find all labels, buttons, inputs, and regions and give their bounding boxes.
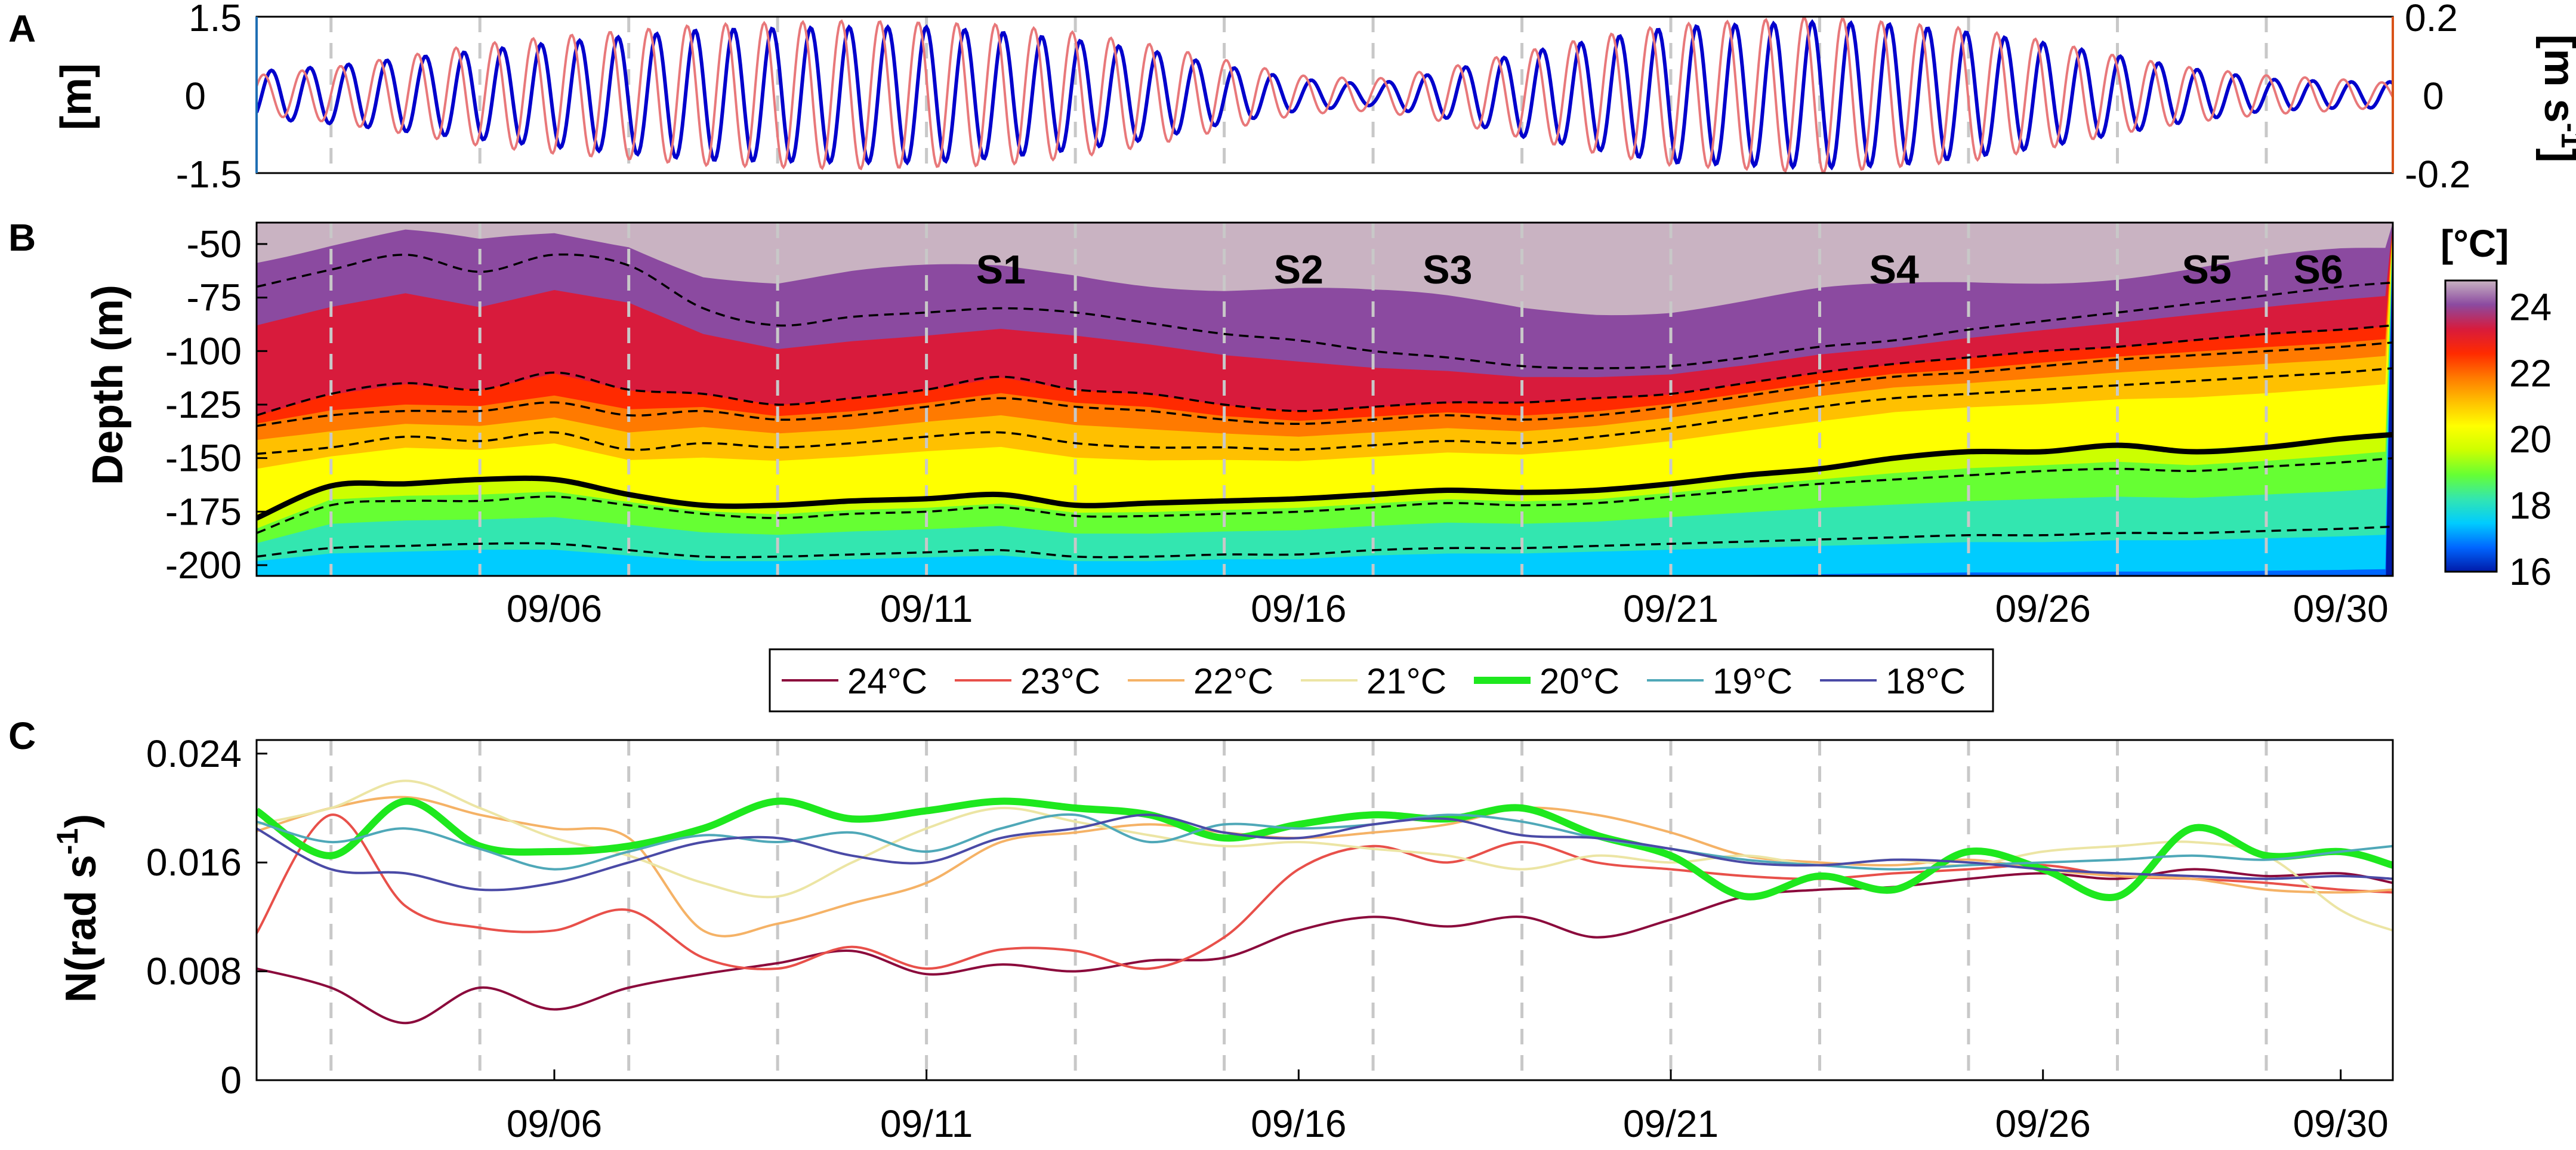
b-y-tick: -150 xyxy=(165,437,242,480)
panel-c-y-ticks: 0.024 0.016 0.008 0 xyxy=(146,732,267,1102)
segment-label: S3 xyxy=(1423,247,1472,292)
c-x-tick: 09/21 xyxy=(1623,1102,1719,1145)
series-line-24°C xyxy=(257,868,2393,1025)
colorbar-title: [°C] xyxy=(2441,222,2509,265)
b-y-tick: -75 xyxy=(187,276,242,319)
panel-label-c: C xyxy=(8,714,36,757)
b-y-tick: -100 xyxy=(165,329,242,372)
isotherm-20 xyxy=(257,431,2393,521)
c-x-tick: 09/26 xyxy=(1995,1102,2091,1145)
panel-label-b: B xyxy=(8,216,36,259)
a-right-tick: 0.2 xyxy=(2405,0,2458,39)
isotherm-21 xyxy=(257,367,2393,455)
panel-c-frame xyxy=(255,739,2394,1081)
legend-label: 18°C xyxy=(1886,661,1966,701)
panel-label-a: A xyxy=(8,7,36,50)
series-line-23°C xyxy=(257,813,2393,970)
panel-c-day-gridlines xyxy=(329,740,2268,1080)
panel-b-frame xyxy=(255,221,2394,577)
series-sea-level-line xyxy=(257,19,2393,171)
segment-label: S4 xyxy=(1869,247,1919,292)
a-left-tick: -1.5 xyxy=(176,153,242,196)
a-left-axis-label: [m] xyxy=(53,63,100,130)
colorbar xyxy=(2444,279,2498,573)
panel-b-day-gridlines xyxy=(329,223,2268,576)
b-y-tick: -175 xyxy=(165,490,242,533)
c-y-axis-label: N(rad s-1) xyxy=(51,814,105,1003)
panel-a-tide-current: 1.5 0 -1.5 [m] 0.2 0 -0.2 [m s-1] xyxy=(53,0,2576,196)
temperature-band xyxy=(257,223,2393,316)
c-y-tick: 0.008 xyxy=(146,950,242,993)
c-y-tick: 0.024 xyxy=(146,732,242,775)
segment-label: S5 xyxy=(2182,247,2232,292)
colorbar-tick: 22 xyxy=(2509,352,2552,394)
b-y-tick: -200 xyxy=(165,544,242,587)
c-x-tick: 09/16 xyxy=(1251,1102,1346,1145)
legend-label: 23°C xyxy=(1020,661,1100,701)
legend-label: 19°C xyxy=(1713,661,1793,701)
b-x-tick: 09/26 xyxy=(1995,587,2091,630)
panel-b-temperature-section: -50-75-100-125-150-175-200 09/06 09/11 09/… xyxy=(84,221,2552,630)
isotherm-24 xyxy=(257,253,2393,369)
isotherm-22 xyxy=(257,341,2393,427)
legend-label: 21°C xyxy=(1366,661,1446,701)
panel-c-series xyxy=(257,779,2393,1025)
b-x-tick: 09/11 xyxy=(880,587,973,630)
isotherm-23 xyxy=(257,324,2393,417)
b-y-tick: -50 xyxy=(187,223,242,266)
storm-segment-labels: S1 S2 S3 S4 S5 S6 xyxy=(976,247,2343,292)
c-x-tick: 09/11 xyxy=(880,1102,973,1145)
colorbar-tick: 20 xyxy=(2509,418,2552,461)
colorbar-tick: 18 xyxy=(2509,484,2552,527)
isotherm-contour-lines xyxy=(257,253,2393,559)
colorbar-ticks: 24 22 20 18 16 xyxy=(2509,285,2552,593)
legend: 24°C 23°C 22°C 21°C 20°C 19°C 18°C xyxy=(769,648,1994,713)
b-x-tick: 09/16 xyxy=(1251,587,1346,630)
a-left-tick: 0 xyxy=(184,75,206,118)
segment-label: S2 xyxy=(1274,247,1324,292)
b-x-tick: 09/30 xyxy=(2293,587,2389,630)
colorbar-tick: 24 xyxy=(2509,285,2552,328)
a-right-axis-label: [m s-1] xyxy=(2535,35,2576,163)
series-line-18°C xyxy=(257,813,2393,892)
b-y-tick: -125 xyxy=(165,383,242,426)
series-line-20°C xyxy=(257,797,2393,901)
b-y-axis-label: Depth (m) xyxy=(84,285,132,485)
c-x-tick: 09/30 xyxy=(2293,1102,2389,1145)
panel-c-x-ticks: 09/06 09/11 09/16 09/21 09/26 09/30 xyxy=(507,1069,2389,1145)
panel-b-y-ticks: -50 -75 -100 -125 -150 -175 -200 xyxy=(165,223,267,587)
b-x-tick: 09/06 xyxy=(507,587,602,630)
series-current-velocity-line xyxy=(257,17,2393,173)
a-left-tick: 1.5 xyxy=(189,0,242,39)
a-right-tick: 0 xyxy=(2423,75,2444,118)
series-line-19°C xyxy=(257,813,2393,871)
panel-b-x-ticks: 09/06 09/11 09/16 09/21 09/26 09/30 xyxy=(507,587,2389,630)
segment-label: S1 xyxy=(976,247,1026,292)
segment-label: S6 xyxy=(2294,247,2343,292)
legend-label: 20°C xyxy=(1540,661,1619,701)
c-y-tick: 0.016 xyxy=(146,841,242,884)
colorbar-tick: 16 xyxy=(2509,550,2552,593)
legend-items: 24°C 23°C 22°C 21°C 20°C 19°C 18°C xyxy=(782,661,1966,701)
legend-label: 24°C xyxy=(847,661,927,701)
c-x-tick: 09/06 xyxy=(507,1102,602,1145)
b-x-tick: 09/21 xyxy=(1623,587,1719,630)
a-right-tick: -0.2 xyxy=(2405,153,2470,196)
temperature-contour-bands xyxy=(257,223,2393,576)
isotherm-18 xyxy=(257,525,2393,559)
c-y-tick: 0 xyxy=(220,1059,242,1102)
legend-label: 22°C xyxy=(1193,661,1273,701)
